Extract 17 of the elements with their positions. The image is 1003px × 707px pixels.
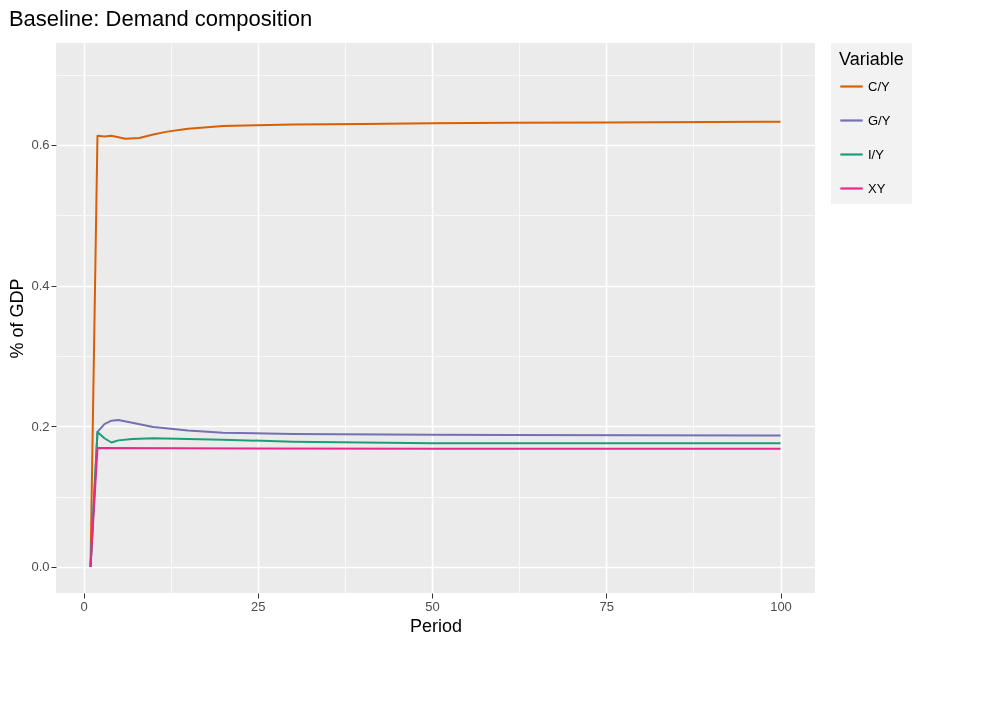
legend-label: XY	[868, 180, 886, 196]
chart-title: Baseline: Demand composition	[8, 6, 313, 31]
y-axis-title: % of GDP	[7, 278, 28, 359]
x-tick-label: 0	[80, 598, 88, 614]
x-tick-label: 25	[251, 598, 266, 614]
x-tick-label: 50	[425, 598, 440, 614]
legend-label: I/Y	[868, 146, 885, 162]
y-tick-label: 0.4	[31, 278, 50, 294]
x-tick-label: 75	[599, 598, 614, 614]
x-axis-title: Period	[409, 615, 463, 636]
legend-label: C/Y	[868, 78, 890, 94]
y-tick-label: 0.0	[31, 559, 50, 575]
y-tick-label: 0.6	[31, 137, 50, 153]
legend-label: G/Y	[868, 112, 891, 128]
x-tick-label: 100	[770, 598, 792, 614]
y-tick-label: 0.2	[31, 418, 50, 434]
legend-title: Variable	[839, 49, 904, 69]
